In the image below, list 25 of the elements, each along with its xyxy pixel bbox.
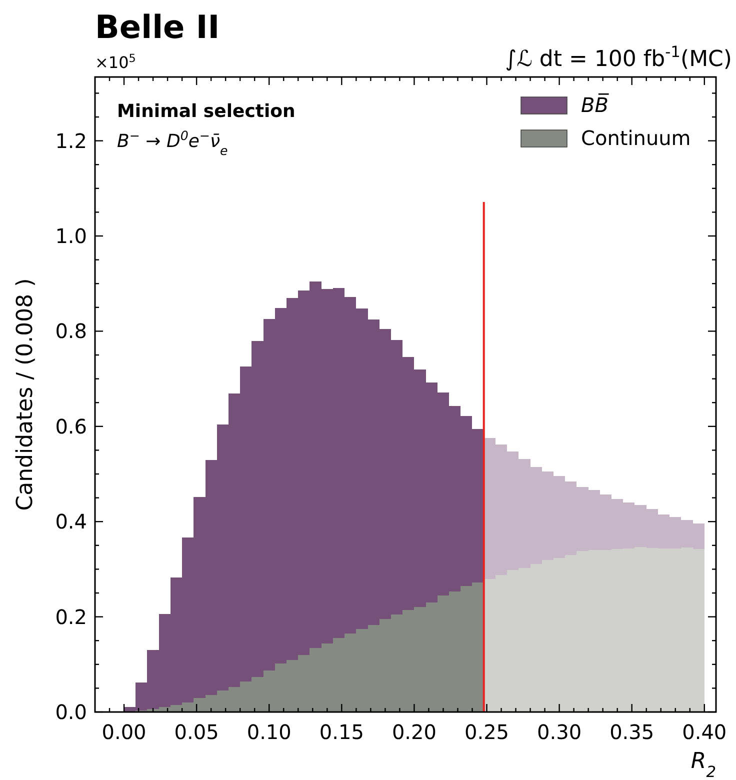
x-tick-label: 0.05 [174,720,219,744]
chart-subtitle: ∫ℒ dt = 100 fb$^{-1}$(MC) [505,43,732,72]
x-tick-label: 0.25 [464,720,510,744]
y-axis-title: Candidates / (0.008 ) [13,278,38,511]
x-tick-label: 0.40 [682,720,727,744]
legend-label: Continuum [581,126,691,150]
annotation: Minimal selection [117,101,296,122]
y-tick-label: 0.4 [55,510,87,534]
x-tick-label: 0.10 [246,720,292,744]
x-tick-label: 0.30 [537,720,582,744]
y-tick-label: 0.2 [55,604,87,629]
y-tick-label: 1.2 [55,128,87,153]
legend-label: BB̅ [581,92,610,117]
y-tick-label: 0.6 [55,414,87,438]
y-tick-label: 1.0 [55,224,87,248]
x-axis-title: R$_{2}$ [690,749,716,780]
x-tick-label: 0.20 [392,720,436,744]
chart-title: Belle II [95,8,220,46]
x-tick-label: 0.35 [610,720,654,744]
text: ×10$^{5}$ [95,52,136,72]
y-tick-label: 0.8 [55,319,87,344]
annotation: B$^{−}$ → D$^{0}$e$^{−}$ν̄$_{e}$ [117,128,228,158]
y-tick-label: 0.0 [55,700,87,724]
x-tick-label: 0.00 [102,720,146,744]
x-tick-label: 0.15 [319,720,364,744]
